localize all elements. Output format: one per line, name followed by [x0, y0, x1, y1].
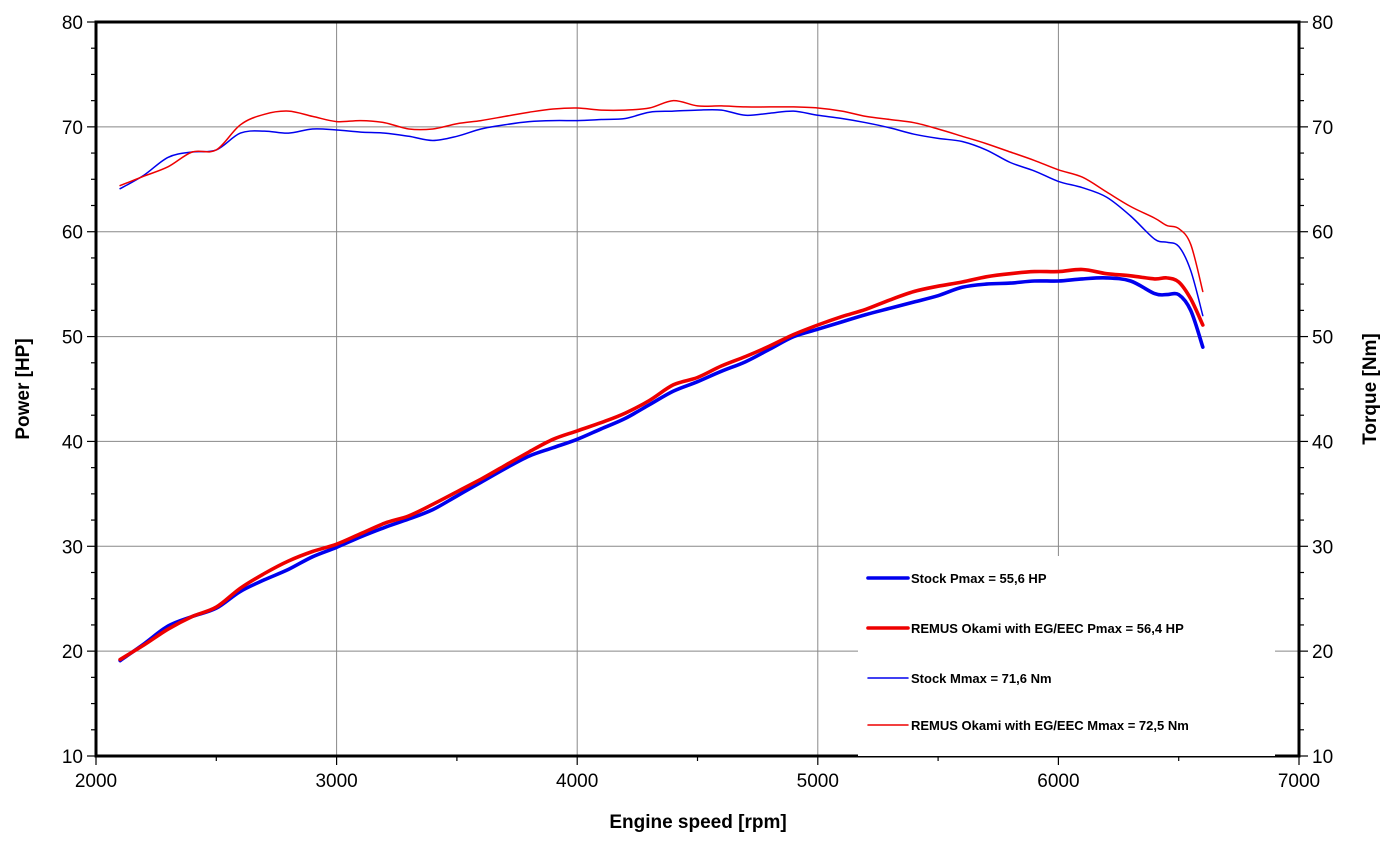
x-tick-label: 7000: [1278, 771, 1320, 792]
y-axis-title-right: Torque [Nm]: [1360, 333, 1381, 445]
series-line-1: [118, 276, 1205, 663]
y-tick-label: 40: [62, 432, 83, 453]
y2-tick-label: 30: [1312, 537, 1333, 558]
y-axis-title-left: Power [HP]: [13, 338, 34, 439]
y-tick-label: 30: [62, 537, 83, 558]
legend-background: [858, 556, 1275, 756]
legend-label-2: REMUS Okami with EG/EEC Pmax = 56,4 HP: [911, 621, 1184, 636]
y2-tick-label: 40: [1312, 432, 1333, 453]
y2-tick-label: 60: [1312, 223, 1333, 244]
y-tick-label: 50: [62, 328, 83, 349]
x-tick-label: 5000: [797, 771, 839, 792]
grid-layer: [96, 22, 1299, 756]
legend-label-4: REMUS Okami with EG/EEC Mmax = 72,5 Nm: [911, 718, 1189, 733]
series-line-3: [119, 108, 1204, 317]
series-layer: [118, 99, 1205, 663]
y-tick-label: 10: [62, 747, 83, 768]
y2-tick-label: 20: [1312, 642, 1333, 663]
y-tick-label: 80: [62, 13, 83, 34]
y-tick-label: 70: [62, 118, 83, 139]
y2-tick-label: 50: [1312, 328, 1333, 349]
x-axis-title: Engine speed [rpm]: [609, 812, 786, 833]
y2-tick-label: 10: [1312, 747, 1333, 768]
legend-label-1: Stock Pmax = 55,6 HP: [911, 571, 1047, 586]
legend-label-3: Stock Mmax = 71,6 Nm: [911, 671, 1052, 686]
x-tick-label: 4000: [556, 771, 598, 792]
x-tick-label: 6000: [1037, 771, 1079, 792]
y-tick-label: 60: [62, 223, 83, 244]
x-tick-label: 3000: [315, 771, 357, 792]
y-tick-label: 20: [62, 642, 83, 663]
axis-layer: 2000 3000 4000 5000 6000 7000 10 10 20 20 30 30 40 40…: [62, 13, 1333, 792]
y2-tick-label: 70: [1312, 118, 1333, 139]
legend: Stock Pmax = 55,6 HP REMUS Okami with EG/…: [858, 556, 1275, 756]
series-line-4: [119, 99, 1204, 293]
x-tick-label: 2000: [75, 771, 117, 792]
y2-tick-label: 80: [1312, 13, 1333, 34]
series-line-2: [118, 267, 1205, 662]
